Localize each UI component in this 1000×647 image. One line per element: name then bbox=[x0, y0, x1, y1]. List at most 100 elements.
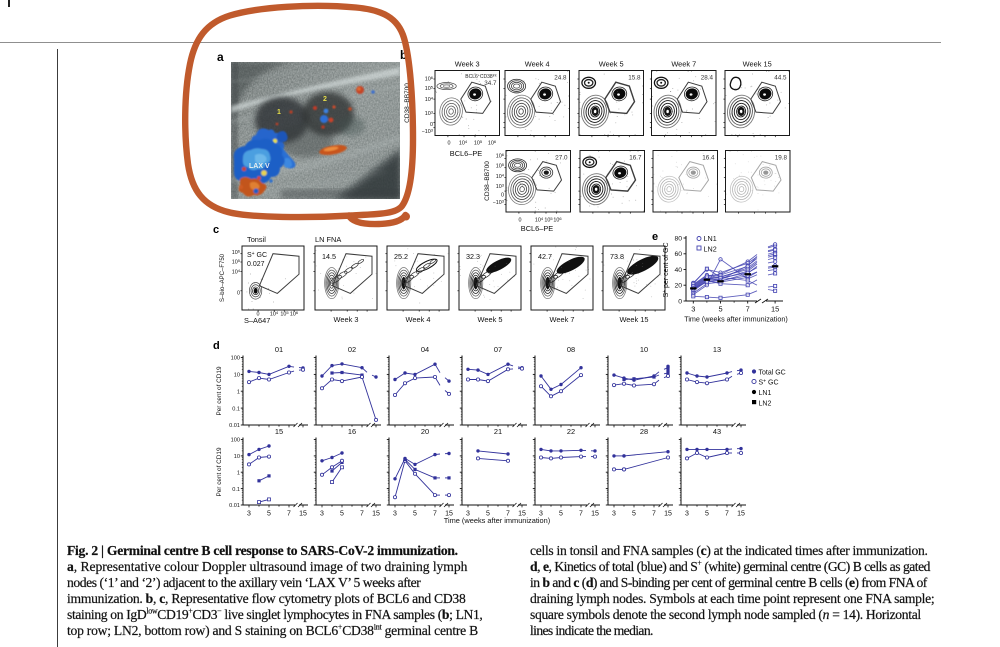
svg-text:08: 08 bbox=[567, 345, 575, 354]
svg-text:105: 105 bbox=[544, 216, 553, 224]
svg-text:5: 5 bbox=[559, 511, 563, 518]
svg-text:15.8: 15.8 bbox=[628, 75, 641, 82]
svg-text:32.3: 32.3 bbox=[466, 252, 480, 261]
svg-text:07: 07 bbox=[494, 345, 502, 354]
svg-text:c: c bbox=[213, 224, 219, 236]
svg-text:103: 103 bbox=[496, 182, 505, 190]
svg-text:0.1: 0.1 bbox=[232, 487, 240, 493]
svg-text:Time (weeks after immunization: Time (weeks after immunization) bbox=[684, 315, 788, 324]
svg-text:Per cent of CD19: Per cent of CD19 bbox=[216, 447, 223, 496]
svg-text:LN1: LN1 bbox=[704, 234, 717, 243]
svg-text:44.5: 44.5 bbox=[774, 75, 787, 82]
svg-text:0: 0 bbox=[257, 312, 260, 318]
svg-text:40: 40 bbox=[674, 267, 682, 274]
svg-text:42.7: 42.7 bbox=[538, 252, 552, 261]
svg-text:0.01: 0.01 bbox=[229, 503, 240, 509]
svg-text:0: 0 bbox=[448, 141, 451, 147]
svg-text:7: 7 bbox=[746, 305, 750, 314]
svg-text:105: 105 bbox=[474, 139, 483, 147]
svg-text:LAX V: LAX V bbox=[249, 163, 270, 170]
svg-text:15: 15 bbox=[445, 511, 453, 518]
svg-text:34.7: 34.7 bbox=[484, 80, 497, 87]
svg-text:7: 7 bbox=[287, 511, 291, 518]
svg-text:04: 04 bbox=[421, 345, 429, 354]
svg-text:0: 0 bbox=[519, 218, 522, 224]
svg-text:Week 5: Week 5 bbox=[599, 60, 624, 69]
svg-text:105: 105 bbox=[280, 310, 289, 318]
svg-text:15: 15 bbox=[591, 511, 599, 518]
svg-text:28.4: 28.4 bbox=[701, 75, 714, 82]
svg-text:Per cent of CD19: Per cent of CD19 bbox=[216, 366, 223, 415]
svg-text:80: 80 bbox=[674, 235, 682, 242]
svg-text:19.8: 19.8 bbox=[775, 155, 788, 162]
svg-text:106: 106 bbox=[232, 248, 241, 256]
svg-text:106: 106 bbox=[553, 216, 562, 224]
svg-text:BCL6–PE: BCL6–PE bbox=[450, 149, 483, 158]
svg-text:LN2: LN2 bbox=[704, 245, 717, 254]
svg-text:5: 5 bbox=[340, 511, 344, 518]
svg-text:Week 15: Week 15 bbox=[619, 315, 648, 324]
svg-text:3: 3 bbox=[320, 511, 324, 518]
svg-text:1: 1 bbox=[277, 109, 281, 116]
svg-text:104: 104 bbox=[270, 310, 279, 318]
svg-text:7: 7 bbox=[652, 511, 656, 518]
svg-text:LN1: LN1 bbox=[759, 390, 772, 397]
svg-text:Week 4: Week 4 bbox=[525, 60, 550, 69]
svg-text:2: 2 bbox=[323, 96, 327, 103]
svg-text:S+ GC: S+ GC bbox=[759, 379, 779, 387]
svg-text:0: 0 bbox=[237, 291, 240, 297]
svg-text:20: 20 bbox=[674, 283, 682, 290]
svg-text:CD38–BB700: CD38–BB700 bbox=[404, 83, 411, 123]
svg-text:22: 22 bbox=[567, 427, 575, 436]
svg-text:105: 105 bbox=[496, 162, 505, 170]
svg-text:5: 5 bbox=[632, 511, 636, 518]
svg-text:3: 3 bbox=[612, 511, 616, 518]
svg-text:S–bio–APC–F750: S–bio–APC–F750 bbox=[220, 253, 226, 302]
svg-text:Week 7: Week 7 bbox=[671, 60, 696, 69]
svg-text:Week 4: Week 4 bbox=[406, 315, 431, 324]
svg-text:25.2: 25.2 bbox=[394, 252, 408, 261]
svg-text:LN FNA: LN FNA bbox=[315, 235, 341, 244]
svg-text:Week 3: Week 3 bbox=[455, 60, 480, 69]
svg-text:3: 3 bbox=[247, 511, 251, 518]
svg-text:−103: −103 bbox=[493, 198, 505, 206]
svg-text:0.1: 0.1 bbox=[232, 406, 240, 412]
svg-text:15: 15 bbox=[737, 511, 745, 518]
svg-text:Week 3: Week 3 bbox=[334, 315, 359, 324]
svg-text:14.5: 14.5 bbox=[322, 252, 336, 261]
svg-text:3: 3 bbox=[685, 511, 689, 518]
svg-text:10: 10 bbox=[234, 454, 240, 460]
svg-text:104: 104 bbox=[425, 95, 434, 103]
svg-text:15: 15 bbox=[664, 511, 672, 518]
svg-text:−103: −103 bbox=[422, 127, 434, 135]
svg-text:10: 10 bbox=[640, 345, 648, 354]
svg-text:1: 1 bbox=[237, 389, 240, 395]
svg-text:73.8: 73.8 bbox=[610, 252, 624, 261]
svg-text:01: 01 bbox=[275, 345, 283, 354]
svg-text:BCL6+CD38int: BCL6+CD38int bbox=[465, 74, 496, 81]
svg-text:60: 60 bbox=[674, 251, 682, 258]
svg-text:103: 103 bbox=[425, 109, 434, 117]
svg-text:0: 0 bbox=[501, 193, 504, 199]
svg-text:5: 5 bbox=[413, 511, 417, 518]
svg-text:3: 3 bbox=[691, 305, 695, 314]
svg-text:24.8: 24.8 bbox=[554, 75, 567, 82]
svg-text:7: 7 bbox=[360, 511, 364, 518]
svg-text:104: 104 bbox=[232, 268, 241, 276]
svg-text:15: 15 bbox=[299, 511, 307, 518]
svg-text:106: 106 bbox=[290, 310, 299, 318]
svg-text:e: e bbox=[652, 231, 658, 243]
svg-text:20: 20 bbox=[421, 427, 429, 436]
svg-text:0: 0 bbox=[430, 122, 433, 128]
svg-text:5: 5 bbox=[267, 511, 271, 518]
svg-text:S+ per cent of GC: S+ per cent of GC bbox=[662, 242, 670, 297]
svg-text:106: 106 bbox=[488, 139, 497, 147]
svg-text:104: 104 bbox=[535, 216, 544, 224]
svg-text:15: 15 bbox=[372, 511, 380, 518]
svg-text:CD38–BB700: CD38–BB700 bbox=[484, 161, 491, 201]
svg-text:16: 16 bbox=[348, 427, 356, 436]
svg-text:S–A647: S–A647 bbox=[244, 316, 270, 325]
svg-text:Tonsil: Tonsil bbox=[247, 235, 266, 244]
svg-text:d: d bbox=[213, 340, 220, 352]
svg-text:7: 7 bbox=[433, 511, 437, 518]
